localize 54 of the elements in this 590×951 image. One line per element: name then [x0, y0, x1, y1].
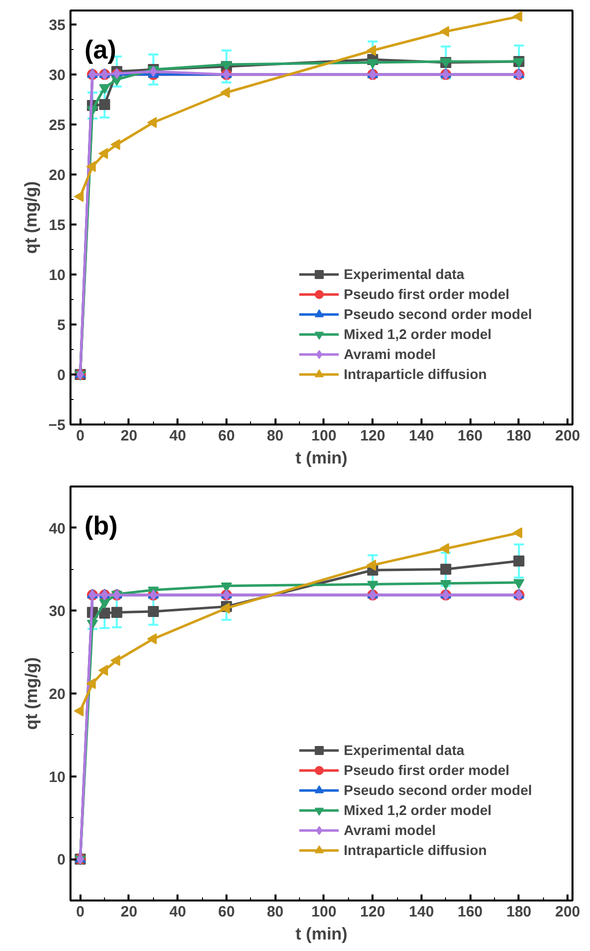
y-tick-label: 30 [48, 67, 66, 84]
text: (a) [84, 34, 116, 64]
y-tick-label: 0 [57, 367, 66, 384]
x-tick-label: 180 [506, 428, 532, 444]
y-tick-label: 5 [57, 317, 66, 334]
x-tick-label: 180 [506, 904, 532, 920]
legend-label: Pseudo second order model [344, 306, 532, 322]
x-tick-label: 80 [266, 428, 284, 444]
y-tick-label: 25 [48, 117, 66, 134]
x-axis-title: t (min) [296, 448, 348, 468]
legend-label: Intraparticle diffusion [344, 842, 487, 858]
x-tick-label: 120 [360, 428, 386, 444]
y-axis-title: qt (mg/g) [22, 657, 41, 730]
x-tick-label: 20 [120, 428, 138, 444]
legend-label: Mixed 1,2 order model [344, 326, 492, 342]
legend-label: Experimental data [344, 266, 464, 282]
x-tick-label: 140 [408, 904, 434, 920]
y-tick-label: 15 [48, 217, 66, 234]
y-tick-label: 0 [57, 852, 66, 869]
x-axis-title: t (min) [296, 924, 348, 944]
y-tick-label: 40 [48, 520, 66, 538]
x-tick-label: 100 [311, 904, 336, 920]
x-tick-label: 200 [555, 428, 580, 444]
x-tick-label: 160 [458, 428, 483, 444]
text: (b) [84, 510, 118, 540]
x-tick-label: 140 [408, 428, 434, 444]
y-tick-label: 20 [48, 167, 66, 184]
x-tick-label: 60 [218, 428, 235, 444]
y-tick-label: 10 [48, 768, 66, 786]
legend-label: Pseudo second order model [344, 782, 532, 798]
legend-label: Pseudo first order model [344, 286, 510, 302]
x-tick-label: 100 [311, 428, 336, 444]
legend-label: Intraparticle diffusion [344, 366, 487, 382]
x-tick-label: 0 [76, 904, 84, 920]
y-tick-label: 10 [48, 267, 66, 284]
y-tick-label: 20 [48, 686, 66, 703]
y-tick-label: 35 [48, 17, 66, 34]
x-tick-label: 60 [218, 904, 235, 920]
x-tick-label: 0 [76, 428, 84, 444]
x-tick-label: 20 [120, 904, 138, 920]
y-tick-label: 30 [48, 603, 66, 620]
legend-label: Avrami model [344, 822, 436, 838]
x-tick-label: 160 [458, 904, 483, 920]
legend-label: Avrami model [344, 346, 436, 362]
y-axis-title: qt (mg/g) [21, 181, 40, 254]
x-tick-label: 200 [555, 904, 580, 920]
y-tick-label: −5 [48, 417, 66, 434]
legend-label: Experimental data [344, 742, 464, 758]
x-tick-label: 80 [266, 904, 284, 920]
legend-label: Mixed 1,2 order model [344, 802, 492, 818]
x-tick-label: 40 [169, 904, 186, 920]
x-tick-label: 120 [360, 904, 386, 920]
legend-label: Pseudo first order model [344, 762, 510, 778]
x-tick-label: 40 [169, 428, 186, 444]
